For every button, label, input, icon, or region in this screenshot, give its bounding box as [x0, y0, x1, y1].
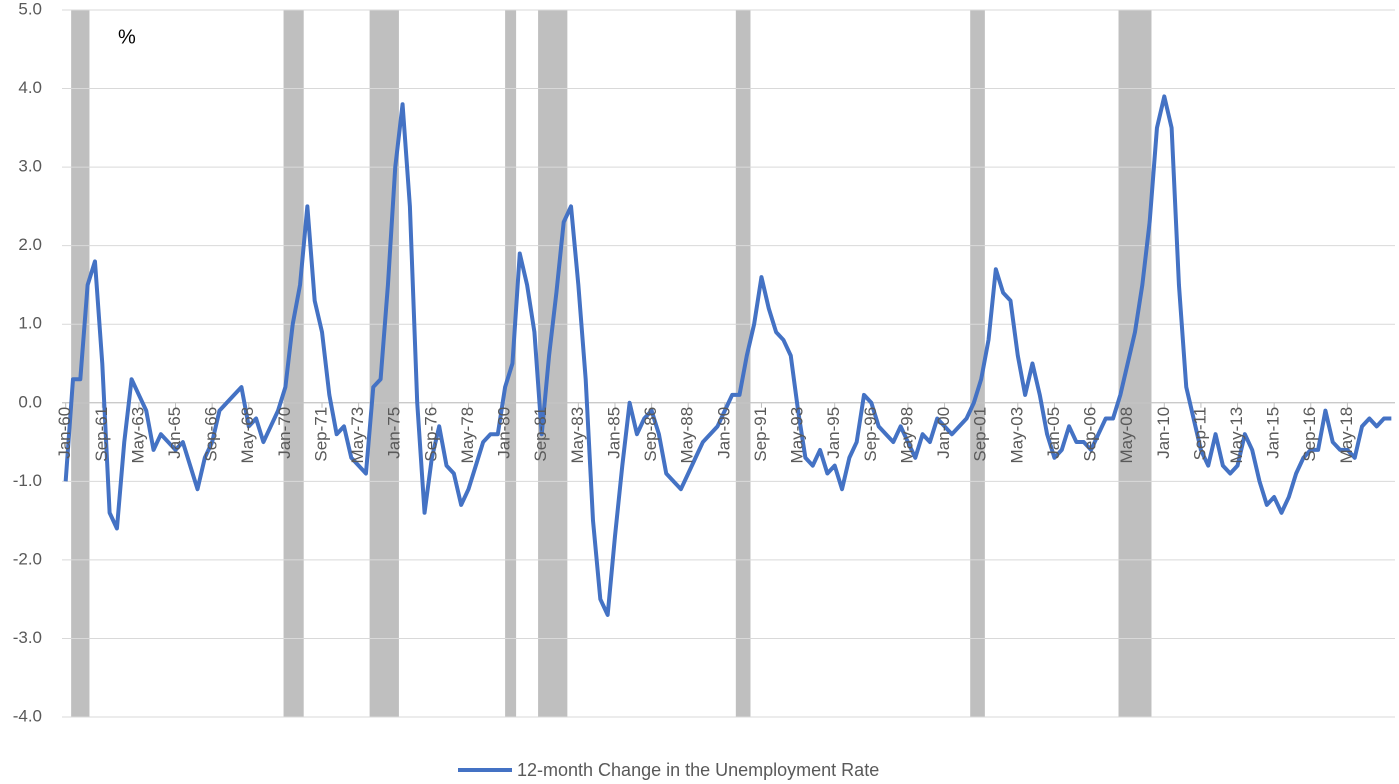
legend-label: 12-month Change in the Unemployment Rate — [517, 760, 879, 780]
y-tick-label: -4.0 — [13, 706, 42, 725]
x-tick-label: Sep-16 — [1300, 407, 1319, 462]
x-tick-label: Sep-96 — [861, 407, 880, 462]
data-line — [63, 94, 1392, 617]
x-tick-label: May-83 — [568, 407, 587, 464]
x-tick-label: Sep-11 — [1190, 407, 1209, 461]
x-tick-label: Sep-71 — [311, 407, 330, 462]
x-tick-label: Jan-60 — [55, 407, 74, 459]
x-tick-label: May-68 — [238, 407, 257, 464]
x-tick-label: Jan-90 — [714, 407, 733, 459]
recession-band — [283, 10, 304, 717]
y-tick-label: 4.0 — [18, 78, 42, 97]
x-tick-label: May-88 — [678, 407, 697, 464]
x-tick-label: Jan-70 — [275, 407, 294, 459]
x-tick-label: May-93 — [788, 407, 807, 464]
x-tick-label: Jan-80 — [495, 407, 514, 459]
x-tick-label: Jan-65 — [165, 407, 184, 459]
grid — [62, 9, 1395, 718]
x-tick-label: Jan-15 — [1264, 407, 1283, 459]
y-tick-label: 5.0 — [18, 0, 42, 18]
labels: -4.0 -3.0 -2.0 -1.0 0.0 1.0 2.0 3.0 4.0 5.0 Jan-60… — [13, 0, 1356, 780]
x-tick-label: Jan-85 — [604, 407, 623, 459]
x-tick-label: Jan-00 — [934, 407, 953, 459]
series — [63, 94, 1392, 617]
x-tick-label: Sep-06 — [1081, 407, 1100, 462]
recession-band — [735, 10, 751, 717]
y-tick-label: -3.0 — [13, 628, 42, 647]
recession-band — [538, 10, 568, 717]
y-tick-label: 0.0 — [18, 392, 42, 411]
x-tick-label: Jan-75 — [385, 407, 404, 459]
x-tick-label: May-18 — [1337, 407, 1356, 464]
recession-band — [1118, 10, 1152, 717]
x-tick-label: Sep-81 — [531, 407, 550, 462]
x-tick-label: May-98 — [897, 407, 916, 464]
x-tick-label: Sep-86 — [641, 407, 660, 462]
y-tick-label: -2.0 — [13, 549, 42, 568]
recession-band — [369, 10, 399, 717]
x-tick-label: Jan-10 — [1154, 407, 1173, 459]
unit-annotation: % — [118, 26, 136, 48]
x-tick-label: Sep-76 — [421, 407, 440, 462]
x-tick-label: May-73 — [348, 407, 367, 464]
x-tick-label: Sep-91 — [751, 407, 770, 462]
y-tick-label: 3.0 — [18, 157, 42, 176]
x-tick-label: Sep-66 — [202, 407, 221, 462]
y-tick-label: -1.0 — [13, 471, 42, 490]
recession-bands — [71, 10, 1152, 717]
x-tick-label: Sep-01 — [971, 407, 990, 462]
x-tick-label: May-78 — [458, 407, 477, 464]
x-tick-label: Jan-95 — [824, 407, 843, 459]
x-tick-label: May-63 — [128, 407, 147, 464]
x-tick-label: May-03 — [1007, 407, 1026, 464]
y-tick-label: 2.0 — [18, 235, 42, 254]
x-tick-label: Sep-61 — [92, 407, 111, 462]
x-tick-label: May-13 — [1227, 407, 1246, 464]
x-tick-label: May-08 — [1117, 407, 1136, 464]
recession-band — [970, 10, 985, 717]
x-tick-label: Jan-05 — [1044, 407, 1063, 459]
y-tick-label: 1.0 — [18, 314, 42, 333]
